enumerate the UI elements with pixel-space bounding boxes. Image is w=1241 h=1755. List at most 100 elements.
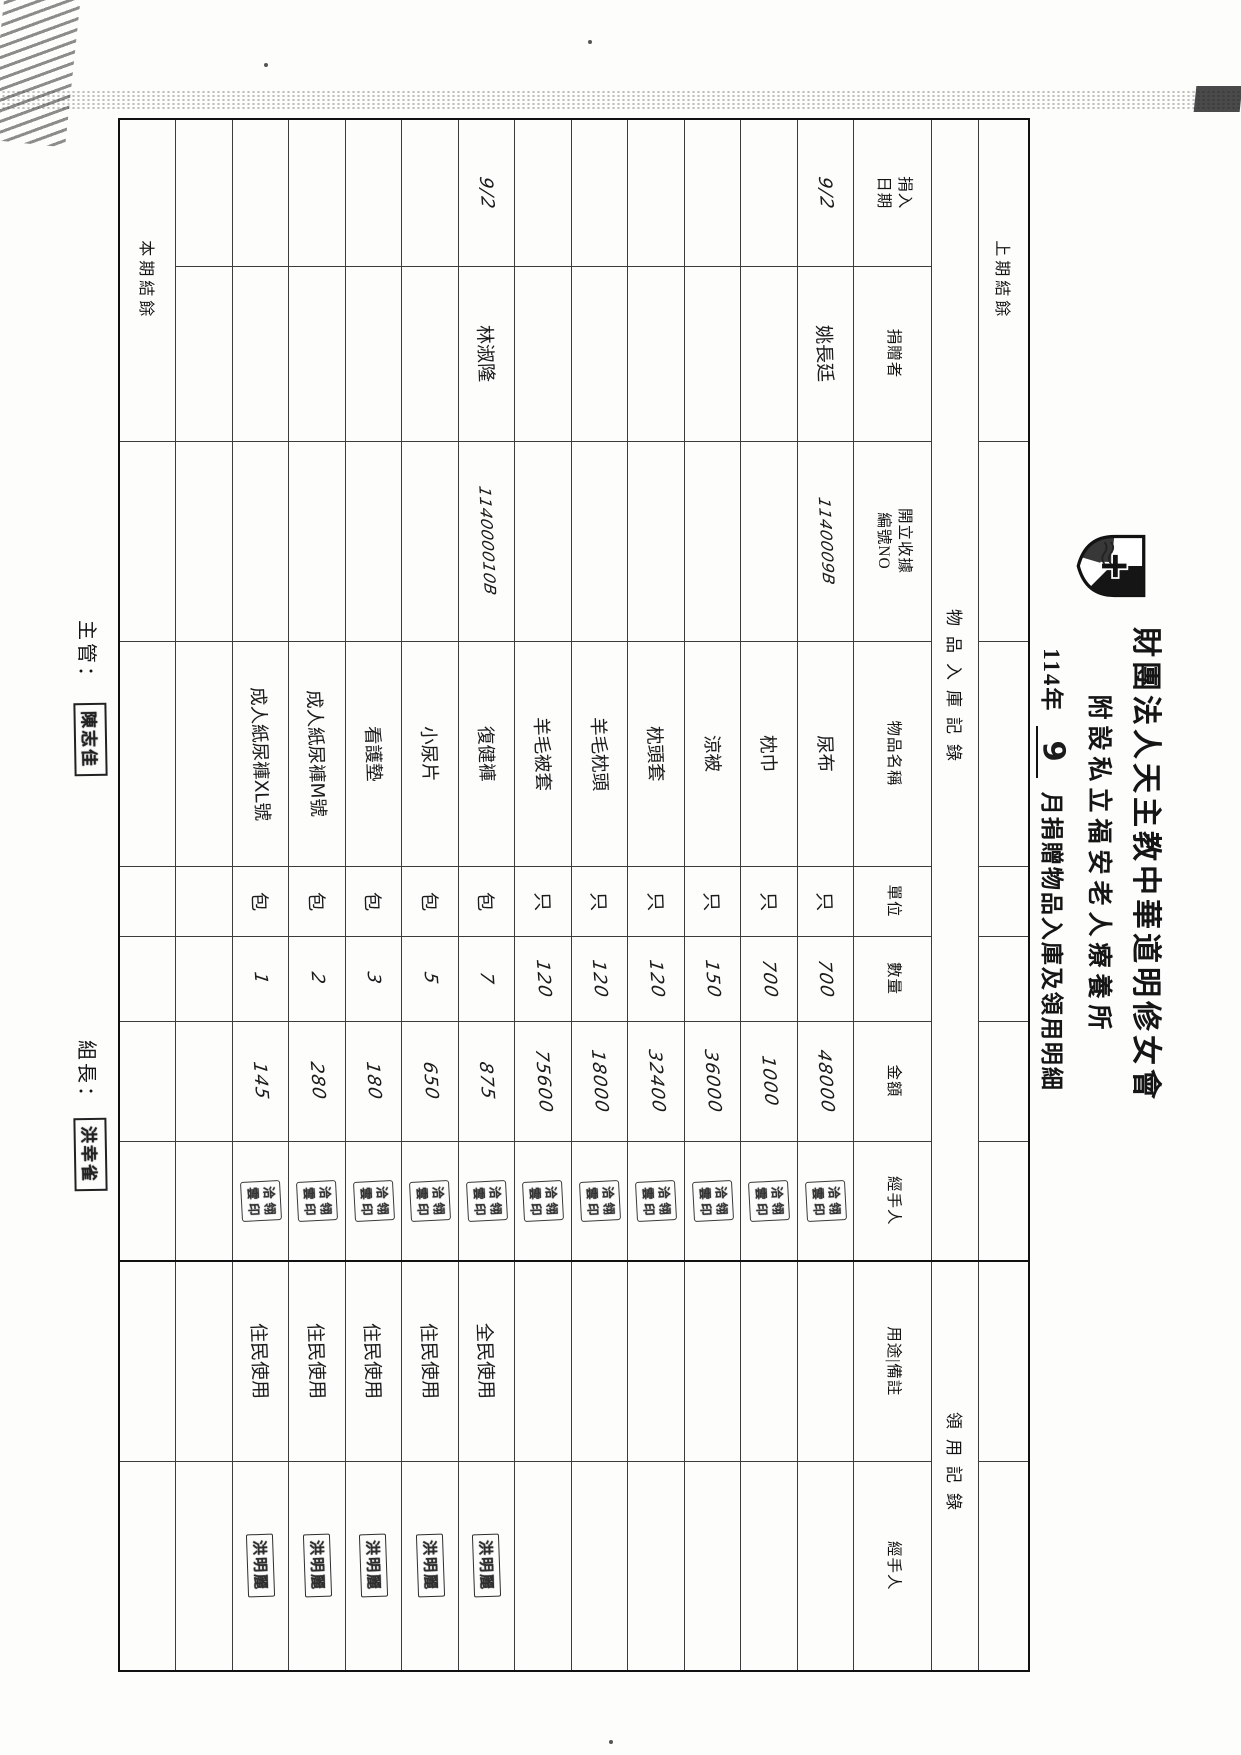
empty-cell [979,936,1029,1022]
unit-cell: 只 [515,866,572,937]
receipt-no-cell-value: 1140009B [814,495,838,587]
donor-cell-value: 姚長廷 [812,324,837,383]
quantity-cell: 2 [289,936,346,1022]
table-row: 成人紙尿褲M號包 2 280 洽翎雲印住民使用 洪明麗 [289,119,346,1672]
team-lead-label: 組長： [75,1040,97,1109]
stamp-char: 洽 [317,1185,334,1199]
quantity-cell-value: 3 [362,970,385,987]
stamp-char: 雲 [301,1186,318,1200]
empty-cell [119,1141,176,1262]
storage-handler-cell: 洽翎雲印 [345,1141,402,1262]
item-name-cell: 復健褲 [458,641,515,867]
donor-cell [515,266,572,442]
quantity-cell: 150 [684,936,741,1022]
storage-group-header: 物品入庫記錄 [932,119,979,1262]
usage-handler-stamp: 洪明麗 [246,1533,276,1598]
usage-note-cell-value: 住民使用 [246,1322,272,1400]
donor-cell [345,266,402,442]
unit-cell-value: 包 [360,891,384,911]
scan-noise-band [0,90,1241,110]
stamp-char: 翎 [657,1201,673,1215]
item-name-cell-value: 成人紙尿褲M號 [303,689,329,818]
empty-cell [119,1261,176,1462]
donor-cell: 姚長廷 [797,266,854,442]
storage-handler-cell [176,1141,233,1262]
quantity-cell-value: 150 [700,958,725,999]
empty-cell [119,641,176,867]
storage-handler-cell: 洽翎雲印 [232,1141,289,1262]
unit-cell: 包 [232,866,289,937]
table-row: 枕頭套只 120 32400 洽翎雲印 [628,119,685,1672]
quantity-cell: 700 [797,936,854,1022]
stamp-char: 印 [528,1202,544,1216]
usage-handler-cell: 洪明麗 [402,1461,459,1672]
storage-handler-stamp: 洽翎雲印 [691,1179,734,1222]
scan-dust-dot [264,63,268,67]
item-name-cell: 羊毛枕頭 [571,641,628,867]
column-header-handler_out: 經手人 [854,1461,932,1672]
stamp-char: 印 [302,1202,318,1216]
usage-note-cell [797,1261,854,1462]
month-handwritten-value: 9 [1034,738,1073,766]
empty-cell [119,1461,176,1672]
amount-cell-value: 1000 [757,1054,782,1108]
dominican-shield-cross-logo [1070,533,1147,599]
stamp-char: 翎 [544,1201,560,1215]
stamp-char: 印 [697,1202,714,1216]
donor-cell: 林淑隆 [458,266,515,442]
stamp-char: 翎 [826,1201,843,1215]
receipt-no-cell [289,441,346,642]
amount-cell: 48000 [797,1021,854,1142]
column-header-unit: 單位 [854,866,932,937]
storage-handler-cell: 洽翎雲印 [628,1141,685,1262]
donation-date-cell [628,119,685,266]
item-name-cell: 成人紙尿褲XL號 [232,641,289,867]
month-underline: 9 [1034,726,1073,779]
stamp-char: 印 [584,1202,601,1216]
receipt-no-cell [741,441,798,642]
stamp-char: 洽 [543,1185,560,1199]
unit-cell: 包 [345,866,402,937]
storage-handler-cell: 洽翎雲印 [515,1141,572,1262]
item-name-cell [176,641,233,867]
column-header-usage_note: 用途|備註 [854,1261,932,1462]
unit-cell-value: 只 [756,891,780,911]
usage-handler-cell [571,1461,628,1672]
table-row: 羊毛被套只 120 75600 洽翎雲印 [515,119,572,1672]
usage-handler-cell: 洪明麗 [458,1461,515,1672]
doc-title-rest: 月捐贈物品入庫及領用明細 [1039,791,1064,1092]
usage-handler-cell [741,1461,798,1672]
storage-handler-cell: 洽翎雲印 [571,1141,628,1262]
amount-cell-value: 650 [418,1060,443,1102]
stamp-char: 洽 [261,1185,277,1199]
stamp-char: 雲 [584,1186,600,1200]
donor-cell [628,266,685,442]
donation-date-cell: 9/2 [458,119,515,266]
stamp-char: 洽 [656,1185,673,1199]
unit-cell-value: 包 [473,891,497,911]
stamp-char: 洽 [374,1185,390,1199]
item-name-cell-value: 小尿片 [417,725,441,782]
stamp-char: 印 [810,1202,827,1216]
team-lead-stamp: 洪幸雀 [73,1117,108,1192]
stamp-char: 翎 [431,1201,447,1215]
unit-cell-value: 包 [304,891,328,911]
quantity-cell-value: 120 [531,958,556,999]
unit-cell-value: 包 [417,891,441,911]
donor-cell [232,266,289,442]
table-row: 枕巾只 700 1000 洽翎雲印 [741,119,798,1672]
current-balance-label: 本期結餘 [119,119,176,442]
item-name-cell: 小尿片 [402,641,459,867]
table-row: 成人紙尿褲XL號包 1 145 洽翎雲印住民使用 洪明麗 [232,119,289,1672]
stamp-char: 雲 [414,1186,431,1200]
unit-cell: 只 [684,866,741,937]
document-title: 114年 9 月捐贈物品入庫及領用明細 [1034,550,1073,1190]
quantity-cell-value: 120 [587,958,612,999]
receipt-no-cell [628,441,685,642]
stamp-char: 洽 [713,1185,729,1199]
usage-handler-stamp: 洪明麗 [359,1533,389,1598]
quantity-cell-value: 5 [419,970,442,987]
column-header-qty: 數量 [854,936,932,1022]
